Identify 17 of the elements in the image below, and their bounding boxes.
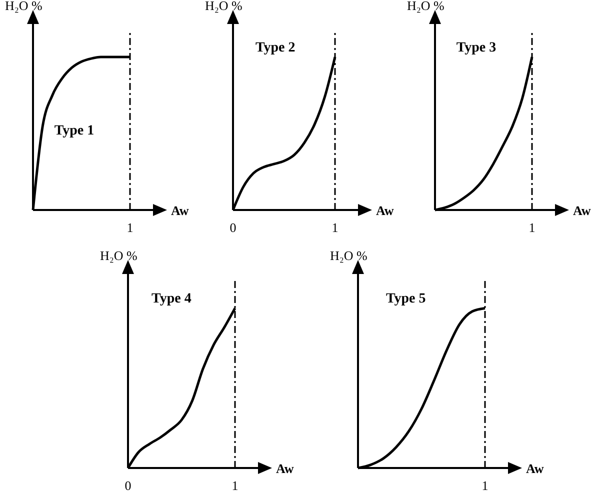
text: Type 5 <box>386 292 426 307</box>
x-axis-title: Aw <box>276 461 294 476</box>
x-tick-label: 0 <box>124 478 132 493</box>
x-axis-title: Aw <box>171 203 190 218</box>
y-axis-title: H₂O % <box>407 0 445 13</box>
y-axis-title: H₂O % <box>5 0 43 13</box>
text: Type 4 <box>152 292 192 307</box>
y-axis-title: H₂O % <box>100 248 138 263</box>
x-axis-title: Aw <box>573 203 592 218</box>
text: Type 3 <box>456 40 496 56</box>
x-axis-title: Aw <box>376 203 394 218</box>
x-axis-title: Aw <box>526 461 544 476</box>
annotation: Type 1 <box>54 123 94 138</box>
y-axis-title: H₂O % <box>330 248 368 263</box>
x-tick-label: 0 <box>230 220 236 235</box>
y-axis-title: H₂O % <box>205 0 243 13</box>
text: Type 2 <box>255 40 296 56</box>
